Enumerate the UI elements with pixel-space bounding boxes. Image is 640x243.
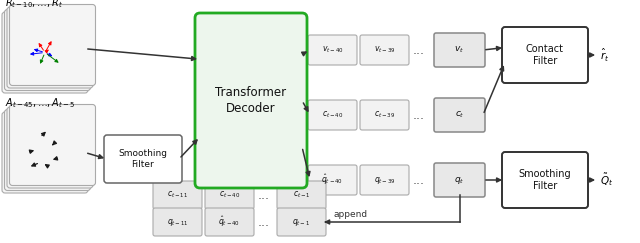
Text: $c_{t-39}$: $c_{t-39}$: [374, 110, 395, 120]
FancyBboxPatch shape: [308, 35, 357, 65]
Text: ...: ...: [413, 43, 425, 57]
Text: $c_{t-1}$: $c_{t-1}$: [292, 190, 310, 200]
Text: Contact
Filter: Contact Filter: [526, 44, 564, 66]
Text: $v_t$: $v_t$: [454, 45, 465, 55]
FancyBboxPatch shape: [308, 100, 357, 130]
Text: ...: ...: [258, 216, 270, 228]
FancyBboxPatch shape: [7, 7, 93, 88]
FancyBboxPatch shape: [153, 208, 202, 236]
FancyBboxPatch shape: [104, 135, 182, 183]
FancyBboxPatch shape: [7, 107, 93, 188]
FancyBboxPatch shape: [10, 104, 95, 185]
Text: $c_{t-40}$: $c_{t-40}$: [322, 110, 343, 120]
Text: $q_t$: $q_t$: [454, 174, 465, 185]
Text: Smoothing
Filter: Smoothing Filter: [518, 169, 572, 191]
Text: append: append: [334, 210, 368, 219]
FancyBboxPatch shape: [277, 181, 326, 209]
FancyBboxPatch shape: [2, 112, 88, 193]
FancyBboxPatch shape: [308, 165, 357, 195]
Text: $\hat{r}_t$: $\hat{r}_t$: [600, 46, 609, 64]
Text: $c_{t-11}$: $c_{t-11}$: [167, 190, 188, 200]
Text: ...: ...: [413, 109, 425, 122]
Text: ...: ...: [258, 189, 270, 201]
FancyBboxPatch shape: [434, 98, 485, 132]
Text: $c_t$: $c_t$: [454, 110, 465, 120]
FancyBboxPatch shape: [434, 33, 485, 67]
FancyBboxPatch shape: [277, 208, 326, 236]
FancyBboxPatch shape: [205, 208, 254, 236]
Text: $q_{t-1}$: $q_{t-1}$: [292, 217, 310, 227]
Text: $v_{t-40}$: $v_{t-40}$: [322, 45, 343, 55]
Text: $\tilde{Q}_t$: $\tilde{Q}_t$: [600, 172, 613, 188]
FancyBboxPatch shape: [10, 5, 95, 86]
Text: Smoothing
Filter: Smoothing Filter: [118, 149, 168, 169]
FancyBboxPatch shape: [2, 12, 88, 93]
Text: $\hat{q}_{t-40}$: $\hat{q}_{t-40}$: [321, 173, 344, 187]
Text: $v_{t-39}$: $v_{t-39}$: [374, 45, 396, 55]
FancyBboxPatch shape: [4, 110, 90, 191]
FancyBboxPatch shape: [360, 100, 409, 130]
FancyBboxPatch shape: [360, 165, 409, 195]
Text: $c_{t-40}$: $c_{t-40}$: [219, 190, 240, 200]
FancyBboxPatch shape: [195, 13, 307, 188]
Text: ...: ...: [413, 174, 425, 186]
FancyBboxPatch shape: [153, 181, 202, 209]
FancyBboxPatch shape: [502, 27, 588, 83]
Text: Transformer
Decoder: Transformer Decoder: [216, 86, 287, 115]
FancyBboxPatch shape: [360, 35, 409, 65]
FancyBboxPatch shape: [205, 181, 254, 209]
Text: $\hat{q}_{t-40}$: $\hat{q}_{t-40}$: [218, 215, 241, 229]
FancyBboxPatch shape: [434, 163, 485, 197]
Text: $A_{t-45},\ldots,A_{t-5}$: $A_{t-45},\ldots,A_{t-5}$: [5, 96, 76, 110]
FancyBboxPatch shape: [4, 9, 90, 90]
Text: $R_{t-10},\ldots,R_t$: $R_{t-10},\ldots,R_t$: [5, 0, 63, 10]
FancyBboxPatch shape: [502, 152, 588, 208]
Text: $q_{t-39}$: $q_{t-39}$: [374, 174, 396, 185]
Text: $q_{t-11}$: $q_{t-11}$: [166, 217, 188, 227]
